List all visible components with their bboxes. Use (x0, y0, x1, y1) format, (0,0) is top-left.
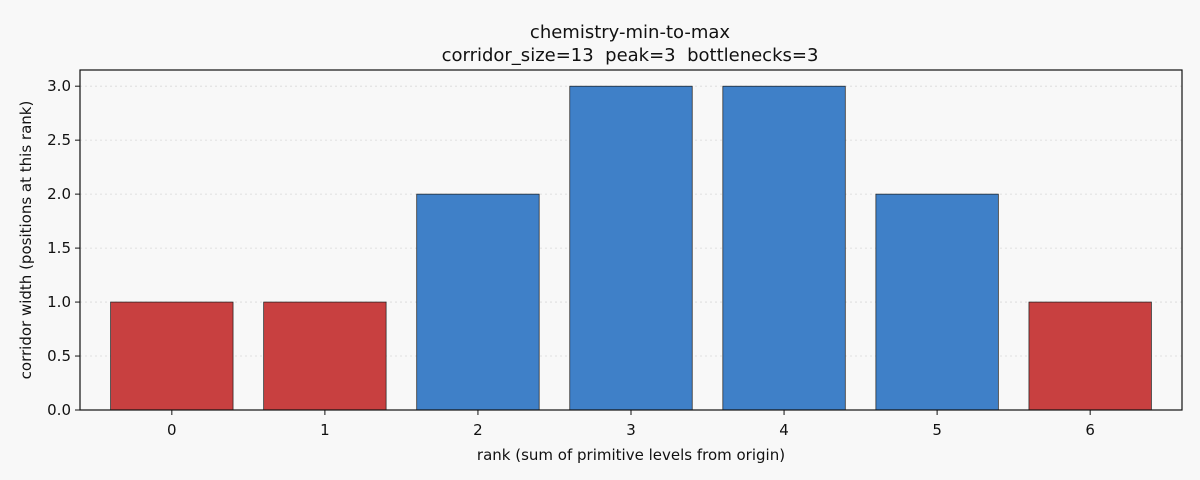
x-tick-label: 6 (1085, 421, 1095, 439)
y-tick-label: 3.0 (47, 77, 71, 95)
x-tick-label: 1 (320, 421, 330, 439)
y-tick-label: 0.0 (47, 401, 71, 419)
y-tick-label: 2.5 (47, 131, 71, 149)
x-tick-label: 2 (473, 421, 483, 439)
bars (110, 85, 1152, 411)
bar-rank-2 (416, 193, 540, 411)
y-tick-label: 1.5 (47, 239, 71, 257)
chart-title: chemistry-min-to-max (530, 22, 730, 43)
bar-rank-3 (569, 85, 693, 411)
x-tick-label: 0 (167, 421, 177, 439)
y-tick-label: 1.0 (47, 293, 71, 311)
bar-rank-4 (722, 85, 846, 411)
y-axis-label: corridor width (positions at this rank) (17, 101, 35, 380)
y-tick-label: 2.0 (47, 185, 71, 203)
bar-rank-5 (875, 193, 999, 411)
x-tick-label: 3 (626, 421, 636, 439)
bar-rank-0 (110, 301, 234, 411)
bar-rank-6 (1028, 301, 1152, 411)
bar-rank-1 (263, 301, 387, 411)
x-tick-label: 5 (932, 421, 942, 439)
x-tick-label: 4 (779, 421, 789, 439)
y-tick-label: 0.5 (47, 347, 71, 365)
chart-subtitle: corridor_size=13 peak=3 bottlenecks=3 (442, 45, 819, 66)
x-axis-label: rank (sum of primitive levels from origi… (477, 446, 785, 464)
axis-ticks: 0.0 0.5 1.0 1.5 2.0 2.5 3.0 0 1 2 3 4 5 6 (47, 77, 1095, 439)
